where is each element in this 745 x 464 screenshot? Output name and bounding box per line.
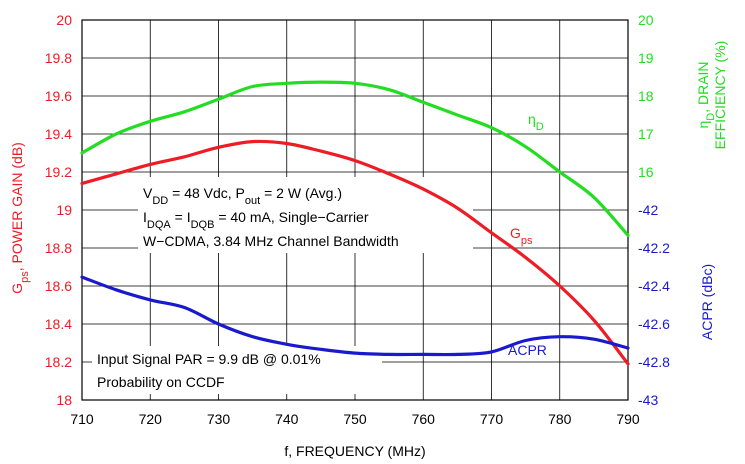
right-top-tick-label: 16 bbox=[638, 164, 654, 180]
left-tick-label: 18.8 bbox=[45, 240, 72, 256]
left-tick-label: 19.2 bbox=[45, 164, 72, 180]
signal-annotation: Input Signal PAR = 9.9 dB @ 0.01% Probab… bbox=[92, 346, 382, 394]
right-bottom-tick-label: -42.4 bbox=[638, 278, 670, 294]
left-axis-title: Gps, POWER GAIN (dB) bbox=[9, 142, 31, 294]
x-tick-label: 760 bbox=[412, 411, 436, 427]
right-bottom-tick-label: -42.6 bbox=[638, 316, 670, 332]
series-line-gps bbox=[80, 139, 630, 366]
signal-line-2: Probability on CCDF bbox=[97, 374, 225, 390]
conditions-line-3: W−CDMA, 3.84 MHz Channel Bandwidth bbox=[143, 233, 399, 249]
right-top-tick-label: 19 bbox=[638, 50, 654, 66]
left-tick-label: 20 bbox=[56, 12, 72, 28]
right-top-tick-labels: 20 19 18 17 16 bbox=[638, 12, 654, 180]
conditions-annotation: VDD = 48 Vdc, Pout = 2 W (Avg.) IDQA = I… bbox=[138, 177, 473, 253]
series-line-drain-efficiency bbox=[80, 80, 630, 237]
series-label-gps: Gps bbox=[510, 225, 533, 247]
left-tick-label: 18.2 bbox=[45, 354, 72, 370]
right-bottom-tick-label: -42.8 bbox=[638, 354, 670, 370]
right-bottom-axis-title: ACPR (dBc) bbox=[699, 264, 715, 340]
series-label-acpr: ACPR bbox=[508, 342, 547, 358]
left-tick-label: 19.4 bbox=[45, 126, 72, 142]
left-tick-label: 18 bbox=[56, 392, 72, 408]
conditions-annotation-bg bbox=[138, 177, 473, 253]
x-tick-label: 710 bbox=[70, 411, 94, 427]
conditions-line-1: VDD = 48 Vdc, Pout = 2 W (Avg.) bbox=[143, 185, 342, 207]
right-bottom-tick-label: -42 bbox=[638, 202, 658, 218]
right-top-axis-title-line-2: EFFICIENCY (%) bbox=[712, 41, 728, 150]
left-tick-label: 19 bbox=[56, 202, 72, 218]
x-tick-label: 750 bbox=[343, 411, 367, 427]
right-top-axis-title-line-1: ηD, DRAIN bbox=[695, 61, 717, 128]
right-bottom-tick-label: -43 bbox=[638, 392, 658, 408]
right-top-tick-label: 20 bbox=[638, 12, 654, 28]
signal-annotation-bg bbox=[92, 346, 382, 394]
right-bottom-tick-labels: -42 -42.2 -42.4 -42.6 -42.8 -43 bbox=[638, 202, 670, 408]
series-lines bbox=[80, 80, 630, 366]
left-tick-labels: 20 19.8 19.6 19.4 19.2 19 18.8 18.6 18.4 18.2 18 bbox=[45, 12, 72, 408]
x-tick-label: 730 bbox=[207, 411, 231, 427]
x-tick-label: 780 bbox=[548, 411, 572, 427]
x-tick-label: 720 bbox=[139, 411, 163, 427]
x-tick-label: 790 bbox=[616, 411, 640, 427]
right-bottom-tick-label: -42.2 bbox=[638, 240, 670, 256]
x-tick-label: 740 bbox=[275, 411, 299, 427]
right-top-tick-label: 18 bbox=[638, 88, 654, 104]
left-tick-label: 18.4 bbox=[45, 316, 72, 332]
series-label-drain-efficiency: ηD bbox=[528, 111, 544, 133]
left-tick-label: 19.6 bbox=[45, 88, 72, 104]
left-tick-label: 18.6 bbox=[45, 278, 72, 294]
signal-line-1: Input Signal PAR = 9.9 dB @ 0.01% bbox=[97, 351, 321, 367]
x-tick-labels: 710 720 730 740 750 760 770 780 790 bbox=[70, 411, 640, 427]
x-axis-title: f, FREQUENCY (MHz) bbox=[284, 443, 425, 459]
x-tick-label: 770 bbox=[480, 411, 504, 427]
conditions-line-2: IDQA = IDQB = 40 mA, Single−Carrier bbox=[143, 209, 369, 231]
left-tick-label: 19.8 bbox=[45, 50, 72, 66]
series-line-acpr bbox=[80, 275, 630, 357]
right-top-tick-label: 17 bbox=[638, 126, 654, 142]
plot-frame bbox=[81, 19, 629, 401]
